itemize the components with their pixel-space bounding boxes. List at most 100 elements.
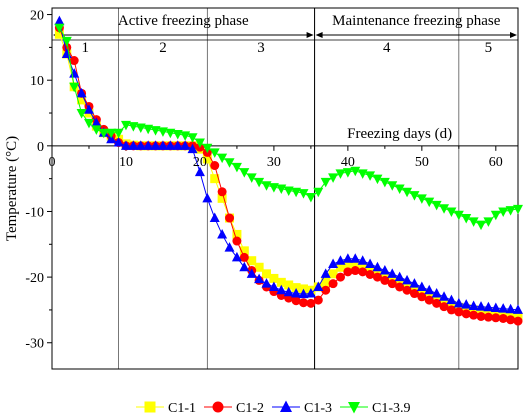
data-point (387, 181, 398, 191)
x-tick-label: 30 (267, 155, 281, 170)
data-point (431, 288, 442, 298)
legend-label: C1-3 (304, 401, 332, 416)
data-point (106, 133, 117, 144)
data-point (217, 193, 227, 203)
data-point (476, 306, 486, 316)
data-point (402, 274, 413, 285)
data-point (283, 286, 294, 297)
data-point (328, 269, 338, 279)
data-point (483, 312, 493, 322)
labels-layer: 1 2 3 4 5 Active freezing phase Maintenance fr… (4, 9, 503, 352)
legend-item: C1-3.9 (340, 401, 411, 416)
data-point (180, 131, 191, 141)
data-point (461, 214, 472, 224)
stage-label: 3 (257, 40, 265, 56)
data-point (343, 267, 353, 277)
data-point (187, 133, 198, 143)
data-point (217, 153, 228, 164)
data-point (113, 128, 124, 139)
data-point (54, 29, 64, 39)
data-point (291, 288, 302, 298)
legend-label: C1-3.9 (372, 401, 411, 416)
y-tick-label: -10 (25, 205, 44, 220)
data-point (261, 181, 272, 191)
data-point (498, 207, 509, 217)
data-point (461, 299, 472, 309)
data-point (262, 269, 272, 279)
data-point (54, 15, 65, 26)
data-point (328, 258, 339, 268)
data-point (335, 262, 345, 272)
data-point (150, 140, 161, 150)
data-point (91, 117, 102, 127)
data-point (91, 125, 102, 135)
series-layer (54, 15, 523, 326)
data-point (491, 313, 501, 323)
data-point (506, 315, 516, 325)
data-point (454, 307, 464, 317)
data-point (254, 262, 264, 272)
data-point (446, 294, 457, 305)
data-point (298, 298, 308, 308)
data-point (143, 140, 154, 150)
y-tick-label: -20 (25, 271, 44, 286)
data-point (202, 154, 212, 164)
data-point (424, 284, 435, 295)
data-point (254, 177, 265, 188)
x-tick-label: 40 (341, 155, 355, 170)
data-point (247, 256, 257, 266)
data-point (291, 296, 301, 306)
data-point (313, 187, 324, 198)
data-point (157, 140, 168, 150)
data-point (83, 104, 94, 114)
phase-arrow-head-right (306, 32, 314, 38)
data-point (453, 210, 464, 221)
data-point (69, 68, 80, 78)
data-point (365, 258, 376, 268)
data-point (217, 187, 227, 197)
data-point (358, 267, 368, 277)
data-point (313, 295, 323, 305)
data-point (365, 269, 375, 279)
data-point (276, 184, 287, 194)
data-point (513, 304, 523, 314)
data-point (394, 184, 405, 194)
legend-marker (212, 401, 224, 413)
data-point (394, 271, 405, 282)
data-point (239, 261, 250, 272)
data-point (210, 161, 220, 171)
data-point (254, 273, 265, 284)
data-point (305, 288, 316, 298)
data-point (498, 313, 508, 323)
data-point (239, 168, 250, 178)
data-point (432, 298, 442, 308)
data-point (225, 213, 235, 223)
data-point (268, 183, 279, 193)
legend-marker (144, 401, 156, 413)
legend-marker (348, 402, 360, 414)
data-point (342, 253, 353, 263)
data-point (483, 301, 494, 312)
data-point (224, 242, 235, 252)
data-point (402, 285, 412, 295)
data-point (335, 169, 346, 179)
data-point (446, 300, 456, 310)
stage-label: 1 (82, 40, 90, 56)
data-point (439, 291, 450, 301)
data-point (76, 87, 87, 98)
data-point (357, 169, 368, 179)
x-tick-label: 10 (119, 155, 133, 170)
data-point (61, 36, 72, 47)
data-point (513, 204, 523, 215)
data-point (180, 140, 191, 150)
data-point (387, 268, 398, 278)
data-point (321, 277, 331, 287)
data-point (476, 301, 487, 311)
x-axis-label: Freezing days (d) (347, 126, 452, 142)
data-point (424, 197, 435, 208)
data-point (483, 308, 493, 318)
data-point (276, 284, 287, 295)
data-point (321, 285, 331, 295)
